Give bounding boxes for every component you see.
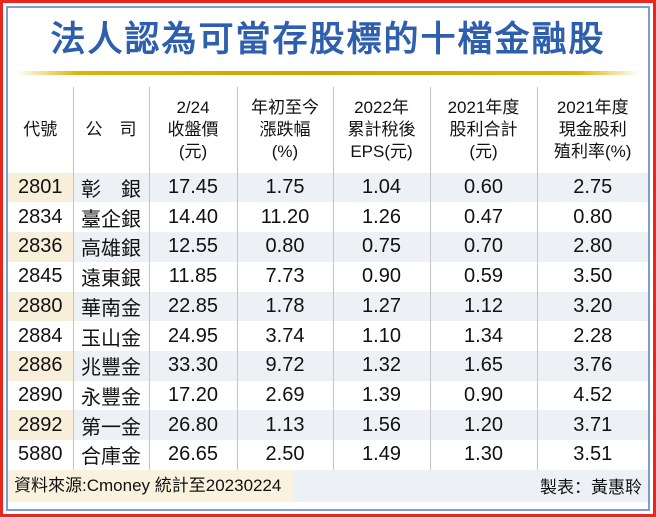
cell-code: 2801 <box>8 172 73 203</box>
cell-cash-yield: 3.50 <box>536 261 648 292</box>
column-header-company: 公 司 <box>72 86 149 173</box>
infographic-content: 法人認為可當存股標的十檔金融股 代號公 司 2/24 收盤價 (元) 年初至今 漲跌幅 (%… <box>8 8 648 509</box>
cell-dividend: 0.60 <box>429 172 537 203</box>
cell-cash-yield: 3.71 <box>536 410 648 440</box>
cell-ytd-change: 9.72 <box>236 350 333 381</box>
cell-code: 2834 <box>8 202 73 233</box>
column-header-dividend: 2021年度 股利合計 (元) <box>429 86 537 173</box>
cell-ytd-change: 11.20 <box>236 202 333 233</box>
column-header-eps: 2022年 累計稅後 EPS(元) <box>332 86 430 173</box>
cell-dividend: 1.20 <box>429 410 537 440</box>
cell-company: 第一金 <box>72 410 149 440</box>
cell-close: 14.40 <box>148 202 237 233</box>
cell-eps: 1.04 <box>332 172 430 203</box>
cell-close: 11.85 <box>148 261 237 292</box>
cell-ytd-change: 0.80 <box>236 232 333 262</box>
cell-close: 24.95 <box>148 321 237 351</box>
cell-dividend: 0.59 <box>429 261 537 292</box>
cell-ytd-change: 1.78 <box>236 291 333 322</box>
financial-stocks-table: 代號公 司 2/24 收盤價 (元) 年初至今 漲跌幅 (%) 2022年 累計稅後 EPS(元)… <box>8 86 648 470</box>
table-body: 2801 彰 銀 17.45 1.75 1.04 0.60 2.75 2834 臺企銀 14.40… <box>8 172 648 470</box>
cell-code: 2886 <box>8 350 73 381</box>
cell-close: 17.45 <box>148 172 237 203</box>
cell-code: 2880 <box>8 291 73 322</box>
cell-dividend: 1.34 <box>429 321 537 351</box>
cell-company: 遠東銀 <box>72 261 149 292</box>
table-row: 2834 臺企銀 14.40 11.20 1.26 0.47 0.80 <box>8 202 648 233</box>
column-header-ytd-change: 年初至今 漲跌幅 (%) <box>236 86 333 173</box>
cell-ytd-change: 1.75 <box>236 172 333 203</box>
cell-eps: 1.32 <box>332 350 430 381</box>
cell-code: 2892 <box>8 410 73 440</box>
cell-eps: 0.75 <box>332 232 430 262</box>
column-header-cash-yield: 2021年度 現金股利 殖利率(%) <box>536 86 648 173</box>
cell-company: 永豐金 <box>72 380 149 411</box>
cell-code: 2836 <box>8 232 73 262</box>
cell-dividend: 0.70 <box>429 232 537 262</box>
cell-eps: 1.39 <box>332 380 430 411</box>
column-header-code: 代號 <box>8 86 73 173</box>
cell-eps: 0.90 <box>332 261 430 292</box>
cell-company: 玉山金 <box>72 321 149 351</box>
cell-close: 33.30 <box>148 350 237 381</box>
cell-close: 26.80 <box>148 410 237 440</box>
cell-cash-yield: 3.20 <box>536 291 648 322</box>
table-row: 2880 華南金 22.85 1.78 1.27 1.12 3.20 <box>8 291 648 322</box>
cell-ytd-change: 3.74 <box>236 321 333 351</box>
cell-code: 2890 <box>8 380 73 411</box>
cell-eps: 1.27 <box>332 291 430 322</box>
cell-ytd-change: 1.13 <box>236 410 333 440</box>
cell-dividend: 0.90 <box>429 380 537 411</box>
cell-code: 2845 <box>8 261 73 292</box>
cell-cash-yield: 4.52 <box>536 380 648 411</box>
table-row: 5880 合庫金 26.65 2.50 1.49 1.30 3.51 <box>8 439 648 470</box>
cell-dividend: 1.12 <box>429 291 537 322</box>
cell-ytd-change: 7.73 <box>236 261 333 292</box>
cell-eps: 1.49 <box>332 439 430 470</box>
cell-cash-yield: 3.51 <box>536 439 648 470</box>
table-row: 2884 玉山金 24.95 3.74 1.10 1.34 2.28 <box>8 321 648 351</box>
cell-eps: 1.10 <box>332 321 430 351</box>
gold-divider <box>16 70 640 75</box>
credit-note: 製表：黃惠聆 <box>540 478 642 498</box>
cell-cash-yield: 2.80 <box>536 232 648 262</box>
cell-cash-yield: 0.80 <box>536 202 648 233</box>
cell-company: 彰 銀 <box>72 172 149 203</box>
cell-company: 兆豐金 <box>72 350 149 381</box>
cell-eps: 1.26 <box>332 202 430 233</box>
table-row: 2886 兆豐金 33.30 9.72 1.32 1.65 3.76 <box>8 350 648 381</box>
cell-dividend: 0.47 <box>429 202 537 233</box>
cell-close: 17.20 <box>148 380 237 411</box>
table-row: 2801 彰 銀 17.45 1.75 1.04 0.60 2.75 <box>8 172 648 203</box>
table-header-row: 代號公 司 2/24 收盤價 (元) 年初至今 漲跌幅 (%) 2022年 累計稅後 EPS(元)… <box>8 86 648 173</box>
cell-ytd-change: 2.50 <box>236 439 333 470</box>
table-row: 2836 高雄銀 12.55 0.80 0.75 0.70 2.80 <box>8 232 648 262</box>
cell-company: 高雄銀 <box>72 232 149 262</box>
page-title: 法人認為可當存股標的十檔金融股 <box>50 20 606 59</box>
data-source-note: 資料來源:Cmoney 統計至20230224 <box>8 469 294 502</box>
table-header: 代號公 司 2/24 收盤價 (元) 年初至今 漲跌幅 (%) 2022年 累計稅後 EPS(元)… <box>8 86 648 173</box>
cell-dividend: 1.65 <box>429 350 537 381</box>
cell-close: 12.55 <box>148 232 237 262</box>
cell-close: 26.65 <box>148 439 237 470</box>
cell-close: 22.85 <box>148 291 237 322</box>
cell-cash-yield: 2.75 <box>536 172 648 203</box>
cell-eps: 1.56 <box>332 410 430 440</box>
table-row: 2890 永豐金 17.20 2.69 1.39 0.90 4.52 <box>8 380 648 411</box>
cell-company: 合庫金 <box>72 439 149 470</box>
cell-code: 5880 <box>8 439 73 470</box>
cell-company: 華南金 <box>72 291 149 322</box>
cell-cash-yield: 2.28 <box>536 321 648 351</box>
table-row: 2892 第一金 26.80 1.13 1.56 1.20 3.71 <box>8 410 648 440</box>
cell-cash-yield: 3.76 <box>536 350 648 381</box>
footer-bar: 資料來源:Cmoney 統計至20230224 製表：黃惠聆 <box>8 469 648 502</box>
column-header-close: 2/24 收盤價 (元) <box>148 86 237 173</box>
table-row: 2845 遠東銀 11.85 7.73 0.90 0.59 3.50 <box>8 261 648 292</box>
cell-code: 2884 <box>8 321 73 351</box>
cell-ytd-change: 2.69 <box>236 380 333 411</box>
cell-dividend: 1.30 <box>429 439 537 470</box>
cell-company: 臺企銀 <box>72 202 149 233</box>
